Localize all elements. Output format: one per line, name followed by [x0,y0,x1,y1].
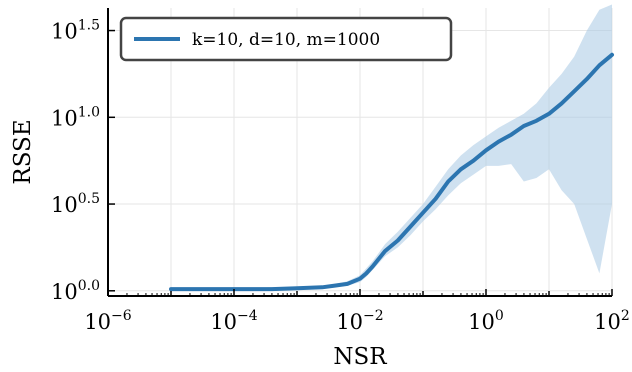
data-point [523,126,524,127]
data-point [385,250,386,251]
data-point [221,289,222,290]
data-point [271,289,272,290]
y-tick-label: 101.5 [51,18,100,44]
x-axis-title: NSR [333,344,387,370]
data-point [536,120,537,121]
data-point [586,79,587,80]
series-line [169,52,614,292]
data-point [473,160,474,161]
data-point [599,65,600,66]
data-point [347,283,348,284]
data-point [360,278,361,279]
data-point [448,181,449,182]
data-point [498,141,499,142]
data-point [397,240,398,241]
confidence-band-layer [171,4,612,290]
legend-box [119,16,453,62]
data-point [297,288,298,289]
legend: k=10, d=10, m=1000 [119,16,453,62]
axes [107,8,613,297]
legend-label: k=10, d=10, m=1000 [192,30,380,50]
data-point [410,226,411,227]
data-point [322,287,323,288]
data-point [366,273,367,274]
series-line-layer [169,52,614,292]
x-tick-label: 102 [594,308,630,334]
data-point [423,212,424,213]
data-point [246,289,247,290]
data-point [435,198,436,199]
data-point [612,54,613,55]
data-point [460,169,461,170]
x-tick-label: 10−2 [336,308,383,334]
y-axis-title: RSSE [10,119,36,184]
x-tick-label: 10−4 [210,308,257,334]
data-point [334,285,335,286]
axis-titles: NSR RSSE [10,119,387,370]
y-tick-label: 101.0 [51,104,100,130]
data-point [372,266,373,267]
y-tick-label: 100.5 [51,191,100,217]
x-tick-label: 100 [468,308,504,334]
y-tick-label: 100.0 [51,278,100,304]
confidence-band [171,4,612,290]
data-point [549,113,550,114]
x-tick-label: 10−6 [84,308,131,334]
data-point [511,134,512,135]
tick-labels: 10−6 10−4 10−2 100 102 100.0 100.5 101.0 101.5 [51,18,630,334]
data-point [196,289,197,290]
data-point [561,103,562,104]
data-point [574,91,575,92]
data-point [486,150,487,151]
data-point [171,289,172,290]
